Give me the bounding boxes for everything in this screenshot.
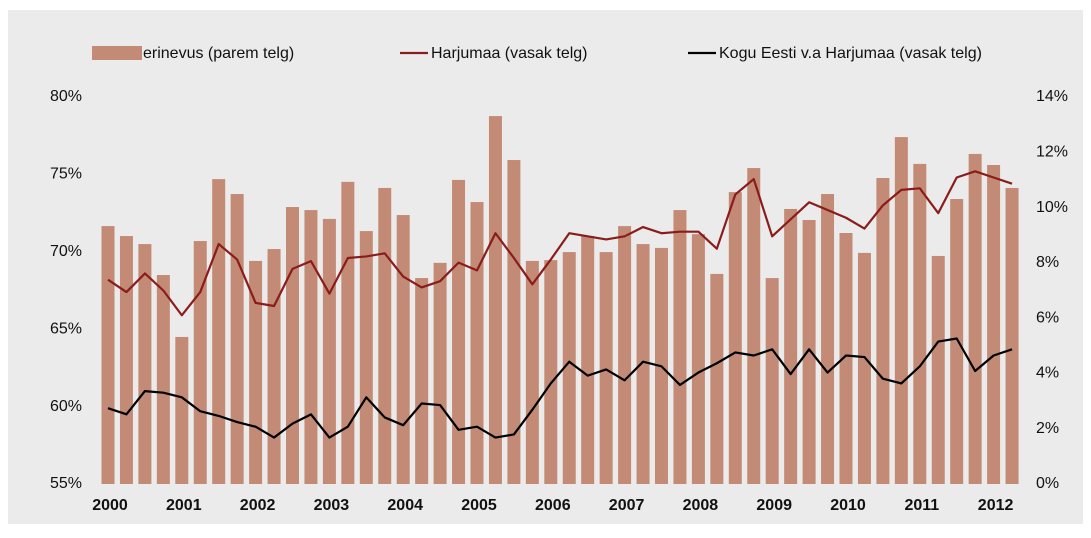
bar: [304, 210, 318, 485]
x-tick-label: 2011: [904, 497, 939, 514]
x-tick-label: 2004: [387, 497, 423, 514]
bar: [562, 252, 576, 484]
bar: [747, 168, 761, 484]
x-tick-label: 2010: [830, 497, 866, 514]
y2-tick-label: 6%: [1036, 309, 1059, 326]
x-tick-label: 2002: [240, 497, 276, 514]
bar: [378, 187, 392, 484]
bar: [488, 116, 502, 484]
x-tick-label: 2007: [609, 497, 645, 514]
bar: [359, 231, 373, 484]
line: [107, 337, 1013, 439]
x-tick-label: 2006: [535, 497, 571, 514]
bar: [119, 236, 133, 484]
bar: [821, 194, 835, 484]
x-tick-label: 2005: [461, 497, 497, 514]
y-tick-label: 80%: [50, 88, 82, 105]
y2-tick-label: 14%: [1036, 88, 1068, 105]
bar: [267, 249, 281, 484]
y2-tick-label: 4%: [1036, 365, 1059, 382]
bar: [156, 275, 170, 484]
bar: [968, 153, 982, 485]
bar: [765, 278, 779, 484]
bar: [802, 220, 816, 484]
legend-label: erinevus (parem telg): [143, 45, 294, 62]
bar: [507, 160, 521, 485]
bar: [396, 215, 410, 484]
bar: [525, 260, 539, 484]
bar: [138, 244, 152, 484]
bar: [452, 179, 466, 484]
y2-tick-label: 8%: [1036, 254, 1059, 271]
bar: [581, 236, 595, 484]
bar: [931, 255, 945, 484]
bar: [728, 192, 742, 484]
bar: [950, 199, 964, 484]
y-tick-label: 55%: [50, 475, 82, 492]
legend-label: Kogu Eesti v.a Harjumaa (vasak telg): [719, 45, 982, 62]
legend-label: Harjumaa (vasak telg): [431, 45, 588, 62]
bar: [193, 241, 207, 484]
bar: [175, 336, 189, 484]
bar: [636, 244, 650, 484]
x-tick-label: 2012: [978, 497, 1014, 514]
bar: [673, 210, 687, 485]
bar: [230, 194, 244, 484]
legend-swatch: [92, 46, 142, 60]
bar: [101, 226, 115, 484]
bar: [894, 137, 908, 484]
x-tick-label: 2008: [683, 497, 719, 514]
bar: [286, 207, 299, 485]
bar: [341, 181, 355, 484]
x-tick-label: 2009: [756, 497, 792, 514]
bar: [433, 262, 447, 484]
bar: [470, 202, 484, 485]
x-tick-label: 2003: [314, 497, 350, 514]
y-tick-label: 65%: [50, 320, 82, 337]
y-tick-label: 70%: [50, 243, 82, 260]
y2-tick-label: 2%: [1036, 420, 1059, 437]
bar: [691, 234, 705, 484]
bar: [839, 233, 853, 484]
bar: [876, 177, 890, 484]
bar: [857, 252, 871, 484]
bar: [322, 218, 336, 484]
y2-tick-label: 10%: [1036, 199, 1068, 216]
bar: [1005, 187, 1019, 484]
y-tick-label: 75%: [50, 166, 82, 183]
bar: [599, 252, 613, 484]
y2-tick-label: 0%: [1036, 475, 1059, 492]
bar: [710, 273, 724, 484]
bar: [987, 165, 1001, 484]
line: [107, 170, 1013, 317]
bar: [618, 226, 632, 484]
y-tick-label: 60%: [50, 398, 82, 415]
bar: [212, 179, 226, 484]
bar: [784, 208, 798, 485]
bar: [415, 278, 429, 484]
y2-tick-label: 12%: [1036, 144, 1068, 161]
x-tick-label: 2000: [92, 497, 128, 514]
bar: [544, 260, 558, 484]
x-tick-label: 2001: [166, 497, 202, 514]
bar: [913, 163, 927, 484]
